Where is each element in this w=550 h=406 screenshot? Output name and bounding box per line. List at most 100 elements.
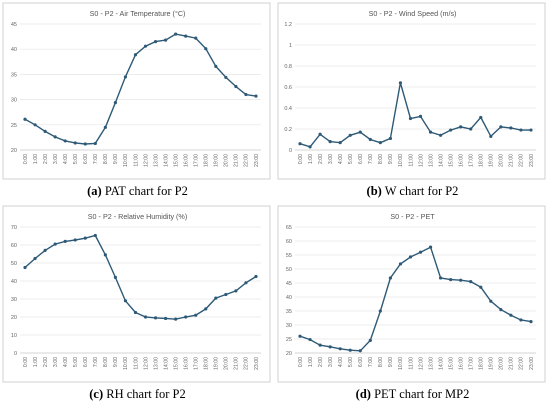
series-line bbox=[299, 82, 531, 148]
x-tick-label: 4:00 bbox=[338, 154, 344, 164]
x-tick-label: 22:00 bbox=[244, 154, 250, 167]
data-point bbox=[499, 308, 503, 312]
data-point bbox=[328, 140, 332, 144]
data-point bbox=[143, 315, 148, 319]
data-point bbox=[428, 130, 433, 134]
data-point bbox=[33, 256, 37, 261]
data-point bbox=[479, 115, 483, 120]
x-tick-label: 15:00 bbox=[173, 154, 179, 167]
data-point bbox=[214, 296, 218, 300]
x-tick-label: 0:00 bbox=[298, 357, 304, 367]
x-tick-label: 19:00 bbox=[489, 154, 495, 167]
data-point bbox=[298, 334, 302, 338]
data-point bbox=[103, 125, 107, 129]
y-tick-label: 1.2 bbox=[284, 22, 292, 28]
data-point bbox=[509, 126, 513, 130]
data-point bbox=[479, 285, 483, 289]
x-tick-label: 5:00 bbox=[348, 357, 354, 367]
data-point bbox=[93, 233, 97, 238]
panel-wind-speed: S0 - P2 - Wind Speed (m/s) 0 0.2 0.4 0.6 0.8 1… bbox=[275, 0, 550, 203]
chart-title: S0 - P2 - Air Temperature (°C) bbox=[90, 9, 186, 18]
x-tick-label: 20:00 bbox=[499, 154, 505, 167]
data-point bbox=[318, 132, 322, 136]
data-point bbox=[123, 75, 128, 79]
caption-a: (a) PAT chart for P2 bbox=[0, 184, 275, 199]
x-tick-label: 12:00 bbox=[143, 154, 149, 167]
data-point bbox=[174, 317, 178, 321]
x-tick-label: 6:00 bbox=[83, 154, 89, 164]
caption-d-letter: (d) bbox=[355, 387, 371, 401]
data-point bbox=[93, 141, 97, 146]
x-tick-label: 1:00 bbox=[308, 357, 314, 367]
x-tick-label: 6:00 bbox=[83, 357, 89, 367]
chart-pet: S0 - P2 - PET 20 25 30 35 40 45 50 55 60 65 0:00 1:0… bbox=[277, 205, 546, 383]
data-point bbox=[133, 310, 138, 315]
x-tick-label: 9:00 bbox=[113, 154, 119, 164]
chart-frame bbox=[277, 2, 546, 180]
data-point bbox=[113, 101, 117, 105]
data-point bbox=[459, 125, 463, 129]
x-tick-label: 13:00 bbox=[428, 154, 434, 167]
x-tick-label: 19:00 bbox=[489, 357, 495, 370]
data-point bbox=[308, 145, 312, 149]
x-tick-label: 0:00 bbox=[298, 154, 304, 164]
y-tick-label: 25 bbox=[286, 337, 292, 343]
x-tick-label: 7:00 bbox=[368, 357, 374, 367]
x-tick-label: 0:00 bbox=[23, 357, 29, 367]
x-tick-label: 15:00 bbox=[173, 357, 179, 370]
x-tick-label: 16:00 bbox=[183, 154, 189, 167]
y-tick-label: 25 bbox=[11, 123, 17, 129]
data-point bbox=[519, 318, 523, 322]
data-point bbox=[73, 238, 77, 242]
x-tick-label: 11:00 bbox=[408, 154, 414, 167]
data-point bbox=[469, 127, 473, 131]
data-point bbox=[368, 137, 372, 142]
x-tick-label: 11:00 bbox=[133, 357, 139, 370]
data-point bbox=[153, 316, 158, 320]
data-point bbox=[23, 265, 27, 270]
data-point bbox=[33, 123, 37, 127]
y-tick-label: 65 bbox=[286, 225, 292, 231]
data-point bbox=[184, 315, 188, 319]
x-tick-label: 15:00 bbox=[448, 357, 454, 370]
x-tick-label: 23:00 bbox=[529, 154, 535, 167]
data-point bbox=[73, 141, 77, 145]
x-tick-label: 15:00 bbox=[448, 154, 454, 167]
x-tick-label: 6:00 bbox=[358, 154, 364, 164]
x-tick-label: 18:00 bbox=[204, 154, 210, 167]
x-tick-label: 4:00 bbox=[63, 154, 69, 164]
x-tick-label: 4:00 bbox=[63, 357, 69, 367]
chart-frame bbox=[2, 205, 271, 383]
y-tick-label: 0 bbox=[289, 148, 292, 154]
data-point bbox=[194, 36, 198, 40]
data-point bbox=[378, 309, 382, 313]
x-tick-label: 0:00 bbox=[23, 154, 29, 164]
data-point bbox=[298, 142, 302, 146]
data-point bbox=[224, 75, 228, 80]
x-tick-label: 16:00 bbox=[458, 154, 464, 167]
y-tick-label: 20 bbox=[11, 148, 17, 154]
x-tick-label: 17:00 bbox=[194, 357, 200, 370]
caption-a-letter: (a) bbox=[87, 184, 102, 198]
y-tick-label: 0.6 bbox=[284, 85, 292, 91]
data-point bbox=[469, 280, 473, 284]
x-tick-label: 22:00 bbox=[244, 357, 250, 370]
data-point bbox=[358, 349, 362, 353]
data-point bbox=[499, 125, 503, 129]
chart-frame bbox=[277, 205, 546, 383]
x-tick-label: 7:00 bbox=[368, 154, 374, 164]
x-tick-label: 11:00 bbox=[408, 357, 414, 370]
x-tick-label: 19:00 bbox=[214, 154, 220, 167]
data-point bbox=[529, 320, 533, 324]
x-tick-label: 6:00 bbox=[358, 357, 364, 367]
x-tick-label: 21:00 bbox=[509, 357, 515, 370]
x-tick-label: 16:00 bbox=[458, 357, 464, 370]
data-point bbox=[204, 47, 208, 51]
x-tick-label: 23:00 bbox=[529, 357, 535, 370]
caption-d-text: PET chart for MP2 bbox=[370, 387, 470, 401]
data-point bbox=[398, 81, 403, 85]
caption-b-letter: (b) bbox=[366, 184, 382, 198]
data-point bbox=[234, 84, 238, 89]
x-tick-label: 1:00 bbox=[33, 154, 39, 164]
data-point bbox=[244, 92, 248, 97]
